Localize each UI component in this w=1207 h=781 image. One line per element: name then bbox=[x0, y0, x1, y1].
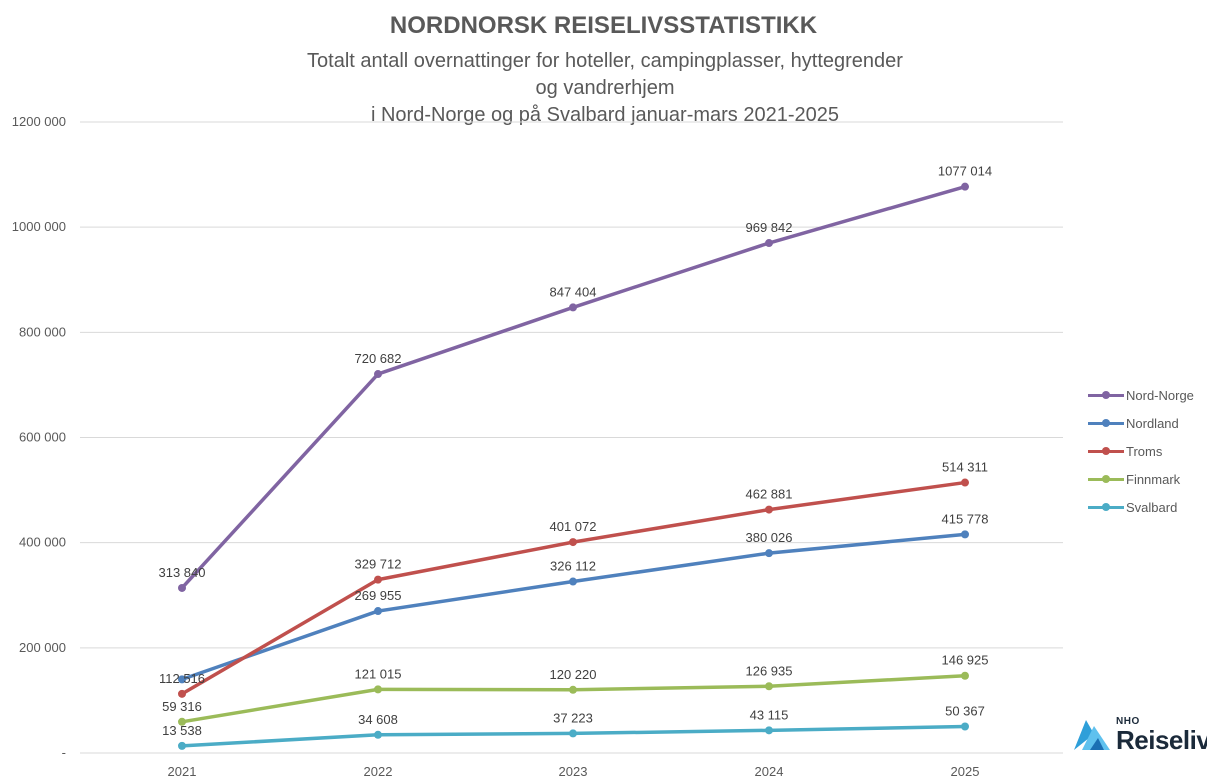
data-label-nord-norge: 313 840 bbox=[159, 565, 206, 580]
data-label-nord-norge: 720 682 bbox=[355, 351, 402, 366]
series-lines bbox=[178, 182, 969, 750]
chart-subtitle: Totalt antall overnattinger for hoteller… bbox=[300, 48, 910, 129]
legend-swatch bbox=[1088, 473, 1124, 485]
data-label-finnmark: 59 316 bbox=[162, 699, 202, 714]
data-label-svalbard: 50 367 bbox=[945, 704, 985, 719]
data-point-nord-norge bbox=[765, 239, 773, 248]
data-point-finnmark bbox=[961, 671, 969, 680]
legend-item-troms: Troms bbox=[1088, 437, 1194, 465]
x-tick-label: 2025 bbox=[951, 764, 980, 779]
data-label-nordland: 326 112 bbox=[550, 559, 596, 574]
legend-swatch bbox=[1088, 501, 1124, 513]
x-tick-label: 2022 bbox=[364, 764, 393, 779]
legend-label: Troms bbox=[1126, 443, 1163, 459]
gridlines bbox=[80, 121, 1063, 754]
legend-swatch bbox=[1088, 389, 1124, 401]
data-point-svalbard bbox=[374, 730, 382, 739]
x-tick-label: 2023 bbox=[559, 764, 588, 779]
data-label-finnmark: 120 220 bbox=[550, 667, 597, 682]
data-label-troms: 462 881 bbox=[746, 487, 793, 502]
data-point-nordland bbox=[765, 549, 773, 558]
data-label-svalbard: 34 608 bbox=[358, 712, 398, 727]
subtitle-line-1: Totalt antall overnattinger for hoteller… bbox=[307, 50, 903, 99]
data-point-troms bbox=[765, 505, 773, 514]
data-label-nordland: 269 955 bbox=[355, 588, 402, 603]
legend-item-nord-norge: Nord-Norge bbox=[1088, 381, 1194, 409]
y-tick-label: 1200 000 bbox=[12, 114, 66, 129]
data-point-troms bbox=[178, 689, 186, 698]
data-point-svalbard bbox=[961, 722, 969, 731]
nho-reiseliv-logo-icon bbox=[1074, 720, 1110, 750]
data-label-troms: 329 712 bbox=[355, 557, 402, 572]
subtitle-line-2: i Nord-Norge og på Svalbard januar-mars … bbox=[370, 104, 840, 126]
legend-label: Nordland bbox=[1126, 415, 1179, 431]
data-point-troms bbox=[961, 478, 969, 487]
data-point-finnmark bbox=[374, 685, 382, 694]
data-point-finnmark bbox=[569, 685, 577, 694]
data-label-nordland: 415 778 bbox=[942, 511, 989, 526]
data-label-svalbard: 13 538 bbox=[162, 723, 202, 738]
data-point-nord-norge bbox=[961, 182, 969, 191]
data-point-nordland bbox=[961, 530, 969, 539]
data-point-svalbard bbox=[765, 726, 773, 735]
data-label-nord-norge: 1077 014 bbox=[938, 164, 992, 179]
y-tick-label: 600 000 bbox=[19, 430, 66, 445]
legend-item-nordland: Nordland bbox=[1088, 409, 1194, 437]
legend-item-finnmark: Finnmark bbox=[1088, 465, 1194, 493]
legend-swatch bbox=[1088, 417, 1124, 429]
legend: Nord-Norge Nordland Troms Finnmark Svalbard bbox=[1088, 381, 1194, 521]
data-point-finnmark bbox=[178, 717, 186, 726]
legend-swatch bbox=[1088, 445, 1124, 457]
data-label-finnmark: 126 935 bbox=[746, 663, 793, 678]
data-point-nord-norge bbox=[569, 303, 577, 312]
data-point-troms bbox=[569, 538, 577, 547]
legend-label: Nord-Norge bbox=[1126, 387, 1194, 403]
series-line-nordland bbox=[180, 532, 967, 682]
data-point-troms bbox=[374, 575, 382, 584]
data-point-finnmark bbox=[765, 682, 773, 691]
x-tick-label: 2021 bbox=[168, 764, 197, 779]
logo-text-small: NHO bbox=[1116, 716, 1140, 727]
data-point-nord-norge bbox=[178, 583, 186, 592]
y-tick-label: 1000 000 bbox=[12, 219, 66, 234]
chart-title: NORDNORSK REISELIVSSTATISTIKK bbox=[389, 12, 818, 39]
data-point-nordland bbox=[569, 577, 577, 586]
data-label-svalbard: 37 223 bbox=[553, 710, 593, 725]
legend-label: Finnmark bbox=[1126, 471, 1181, 487]
legend-item-svalbard: Svalbard bbox=[1088, 493, 1194, 521]
y-tick-label: 800 000 bbox=[19, 324, 66, 339]
data-label-finnmark: 146 925 bbox=[942, 653, 989, 668]
legend-label: Svalbard bbox=[1126, 499, 1178, 515]
data-label-nord-norge: 847 404 bbox=[550, 284, 597, 299]
x-tick-label: 2024 bbox=[755, 764, 784, 779]
y-axis-ticks: - 200 000 400 000 600 000 800 000 1000 000 120… bbox=[12, 114, 66, 760]
data-label-nord-norge: 969 842 bbox=[746, 220, 793, 235]
data-label-troms: 514 311 bbox=[942, 460, 988, 475]
y-tick-label: - bbox=[62, 745, 66, 760]
nho-reiseliv-logo: NHO Reiseliv bbox=[1072, 716, 1207, 754]
x-axis-ticks: 2021 2022 2023 2024 2025 bbox=[168, 764, 980, 779]
series-line-troms bbox=[180, 480, 967, 696]
data-point-svalbard bbox=[178, 741, 186, 750]
data-point-nordland bbox=[178, 675, 186, 684]
data-label-troms: 112 516 bbox=[159, 671, 205, 686]
data-point-nordland bbox=[374, 607, 382, 616]
data-point-svalbard bbox=[569, 729, 577, 738]
logo-text-big: Reiseliv bbox=[1116, 725, 1207, 755]
data-labels: 313 840 720 682 847 404 969 842 1077 014 269 … bbox=[159, 164, 993, 738]
data-point-nord-norge bbox=[374, 370, 382, 379]
data-label-finnmark: 121 015 bbox=[355, 666, 402, 681]
data-label-svalbard: 43 115 bbox=[750, 707, 789, 722]
y-tick-label: 400 000 bbox=[19, 535, 66, 550]
data-label-troms: 401 072 bbox=[550, 519, 597, 534]
y-tick-label: 200 000 bbox=[19, 640, 66, 655]
data-label-nordland: 380 026 bbox=[746, 530, 793, 545]
